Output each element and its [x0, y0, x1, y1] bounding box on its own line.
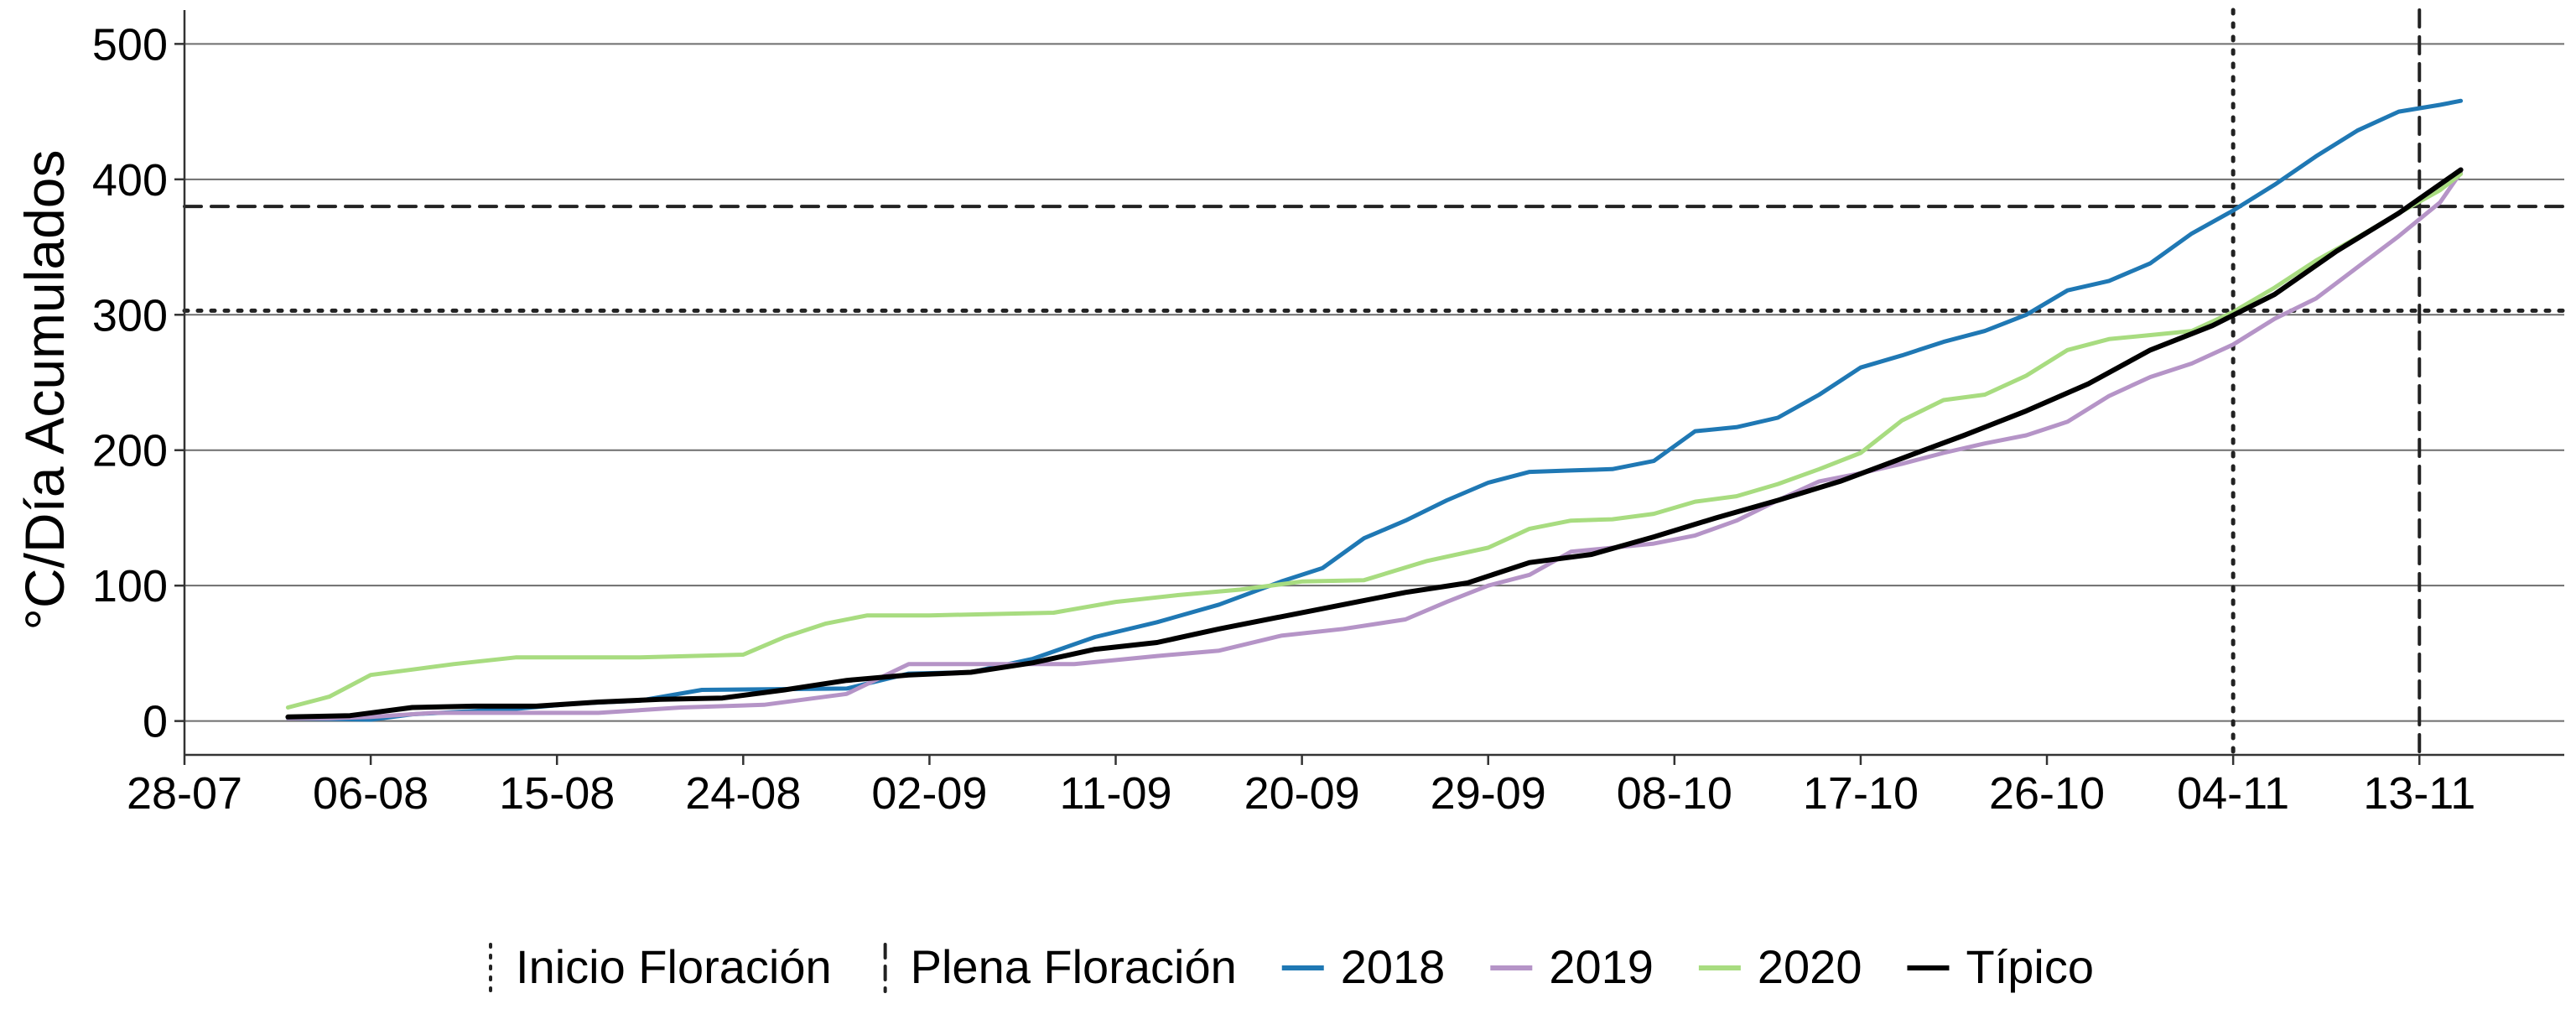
- x-tick-label: 15-08: [499, 768, 615, 819]
- x-tick-label: 04-11: [2177, 768, 2289, 819]
- legend-item: Típico: [1907, 940, 2094, 993]
- x-tick-label: 26-10: [1989, 768, 2105, 819]
- legend-item: 2018: [1281, 940, 1446, 993]
- legend-label: Plena Floración: [911, 940, 1237, 993]
- y-tick-label: 500: [92, 19, 168, 70]
- y-tick-label: 100: [92, 561, 168, 611]
- series-line-2019: [285, 170, 2464, 720]
- x-tick-label: 08-10: [1617, 768, 1732, 819]
- y-tick-label: 200: [92, 426, 168, 476]
- x-tick-label: 02-09: [871, 768, 987, 819]
- x-tick-label: 17-10: [1803, 768, 1919, 819]
- y-axis-title: °C/Día Acumulados: [13, 150, 75, 631]
- x-tick-label: 11-09: [1059, 768, 1171, 819]
- series-lines: [285, 98, 2464, 722]
- series-line-2020: [285, 171, 2464, 710]
- legend-label: 2018: [1341, 940, 1446, 993]
- x-tick-label: 06-08: [313, 768, 428, 819]
- x-tick-label: 13-11: [2363, 768, 2475, 819]
- x-tick-label: 29-09: [1431, 768, 1546, 819]
- x-tick-label: 20-09: [1244, 768, 1360, 819]
- y-tick-label: 300: [92, 290, 168, 341]
- y-tick-label: 400: [92, 155, 168, 205]
- y-tick-labels: 0 100 200 300 400 500: [92, 19, 168, 746]
- legend-item: 2019: [1490, 940, 1654, 993]
- legend: Inicio Floración Plena Floración 2018 2019 2…: [489, 940, 2094, 993]
- legend-label: 2019: [1549, 940, 1654, 993]
- series-line-2018: [285, 98, 2464, 722]
- legend-item: Inicio Floración: [489, 940, 832, 993]
- axes: [174, 10, 2564, 765]
- gridlines: [184, 43, 2564, 722]
- x-tick-labels: 28-07 06-08 15-08 24-08 02-09 11-09 20-09 29-09…: [127, 768, 2475, 819]
- legend-label: Inicio Floración: [516, 940, 832, 993]
- series-line-tipico: [285, 167, 2464, 720]
- legend-item: Plena Floración: [883, 940, 1237, 993]
- legend-item: 2020: [1698, 940, 1862, 993]
- legend-label: Típico: [1966, 940, 2094, 993]
- reference-lines: [182, 8, 2567, 757]
- x-tick-label: 24-08: [685, 768, 801, 819]
- legend-label: 2020: [1758, 940, 1862, 993]
- x-tick-label: 28-07: [127, 768, 242, 819]
- y-tick-label: 0: [143, 697, 168, 747]
